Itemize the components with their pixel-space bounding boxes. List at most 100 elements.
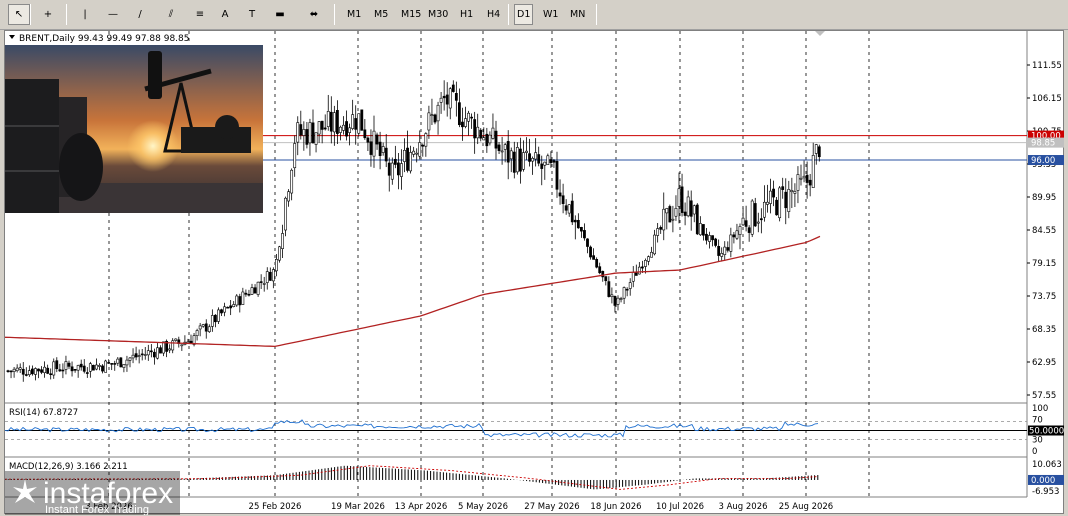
chart-shift-marker-icon[interactable] [815, 31, 825, 36]
candle-bear [360, 109, 364, 131]
candle-bear [506, 141, 510, 163]
candle-bear [552, 160, 556, 163]
text-label-icon[interactable]: T [248, 9, 256, 20]
candle-bull [88, 363, 92, 372]
candle-bull [448, 88, 452, 109]
trendline-icon[interactable]: / [138, 9, 142, 20]
rsi-tick-label: 0 [1032, 447, 1037, 457]
candle-bull [674, 208, 678, 217]
candle-bear [732, 234, 736, 238]
candle-bull [647, 256, 650, 262]
candle-bull [348, 127, 352, 133]
chart-window[interactable]: 111.55106.15100.7595.3589.9584.5579.1573… [4, 30, 1065, 515]
cursor-icon[interactable]: ↖ [8, 4, 30, 25]
timeframe-m1[interactable]: M1 [347, 9, 362, 20]
candle-bear [576, 220, 580, 229]
timeframe-m30[interactable]: M30 [428, 9, 449, 20]
price-tick-label: 89.95 [1032, 193, 1056, 203]
candle-bear [384, 147, 388, 162]
dropdown-triangle-icon[interactable] [9, 35, 15, 39]
horizontal-line-icon[interactable]: — [108, 9, 118, 20]
arrows-icon[interactable]: ⬌ [309, 9, 319, 20]
price-tick-label: 111.55 [1032, 61, 1062, 71]
candle-bear [323, 127, 327, 130]
candle-bear [159, 347, 162, 354]
vertical-line-icon[interactable]: | [83, 9, 87, 20]
candle-bull [708, 235, 711, 242]
candle-bull [500, 150, 504, 153]
candle-bull [464, 118, 467, 127]
candle-bull [308, 122, 312, 144]
candle-bear [753, 203, 757, 227]
candle-bull [52, 361, 56, 376]
rsi-tick-label: 100 [1032, 404, 1048, 414]
candle-bull [616, 297, 620, 305]
rectangle-icon[interactable]: ▬ [275, 9, 285, 20]
candle-bear [772, 188, 775, 198]
candle-bear [311, 122, 315, 144]
candle-bear [21, 368, 25, 375]
candle-bull [622, 287, 626, 299]
candle-bear [601, 270, 605, 278]
text-icon[interactable]: A [221, 9, 229, 20]
chart-canvas[interactable]: 111.55106.15100.7595.3589.9584.5579.1573… [5, 31, 1065, 515]
candle-bear [683, 211, 687, 216]
timeframe-h1[interactable]: H1 [460, 9, 474, 20]
candle-bull [811, 154, 815, 188]
candle-bull [656, 228, 660, 236]
toolbar-separator [334, 4, 335, 25]
crosshair-icon[interactable]: + [43, 9, 53, 20]
candle-bull [332, 112, 336, 133]
candle-bear [433, 114, 437, 123]
candle-bear [747, 227, 751, 233]
date-tick-label: 3 Aug 2026 [718, 502, 767, 512]
candle-bear [607, 281, 611, 297]
candle-bear [454, 93, 458, 101]
candle-bear [30, 368, 34, 375]
candle-bull [567, 204, 571, 214]
candle-bear [396, 162, 400, 176]
oil-barrel-front [59, 133, 103, 201]
candle-bear [759, 218, 763, 221]
candle-bull [314, 132, 318, 145]
candle-bull [18, 367, 22, 370]
candle-bear [775, 199, 779, 216]
candle-bull [281, 233, 284, 249]
candle-bull [692, 205, 696, 215]
candle-bull [174, 338, 178, 341]
candle-bear [421, 144, 425, 147]
macd-label: MACD(12,26,9) 3.166 2.211 [9, 462, 128, 472]
timeframe-h4[interactable]: H4 [487, 9, 501, 20]
candle-bear [479, 129, 483, 139]
candle-bull [534, 152, 538, 160]
macd-tick-label: -6.953 [1032, 487, 1059, 497]
candle-bear [226, 306, 230, 309]
fibonacci-icon[interactable]: ≡ [195, 9, 205, 20]
candle-bull [723, 246, 727, 255]
candle-bear [375, 134, 379, 145]
timeframe-d1[interactable]: D1 [514, 4, 534, 25]
timeframe-m5[interactable]: M5 [374, 9, 389, 20]
date-tick-label: 19 Mar 2026 [331, 502, 385, 512]
candle-bull [217, 309, 220, 322]
candle-bear [24, 374, 28, 376]
equidistant-channel-icon[interactable]: ⫽ [168, 9, 174, 20]
timeframe-w1[interactable]: W1 [543, 9, 559, 20]
candle-bull [409, 152, 413, 172]
candle-bull [342, 124, 345, 131]
candle-bear [640, 266, 644, 269]
candle-bull [180, 344, 184, 347]
candle-bear [110, 363, 114, 365]
rsi-label: RSI(14) 67.8727 [9, 408, 78, 418]
candle-bear [366, 137, 370, 143]
candle-bull [619, 298, 623, 300]
timeframe-mn[interactable]: MN [570, 9, 586, 20]
candle-bear [113, 363, 117, 365]
candle-bull [12, 368, 16, 373]
candle-bear [497, 144, 501, 151]
rsi-tick-label: 70 [1032, 416, 1043, 426]
candle-bear [555, 161, 559, 190]
candle-bull [488, 134, 492, 144]
timeframe-m15[interactable]: M15 [401, 9, 422, 20]
candle-bull [265, 271, 269, 283]
